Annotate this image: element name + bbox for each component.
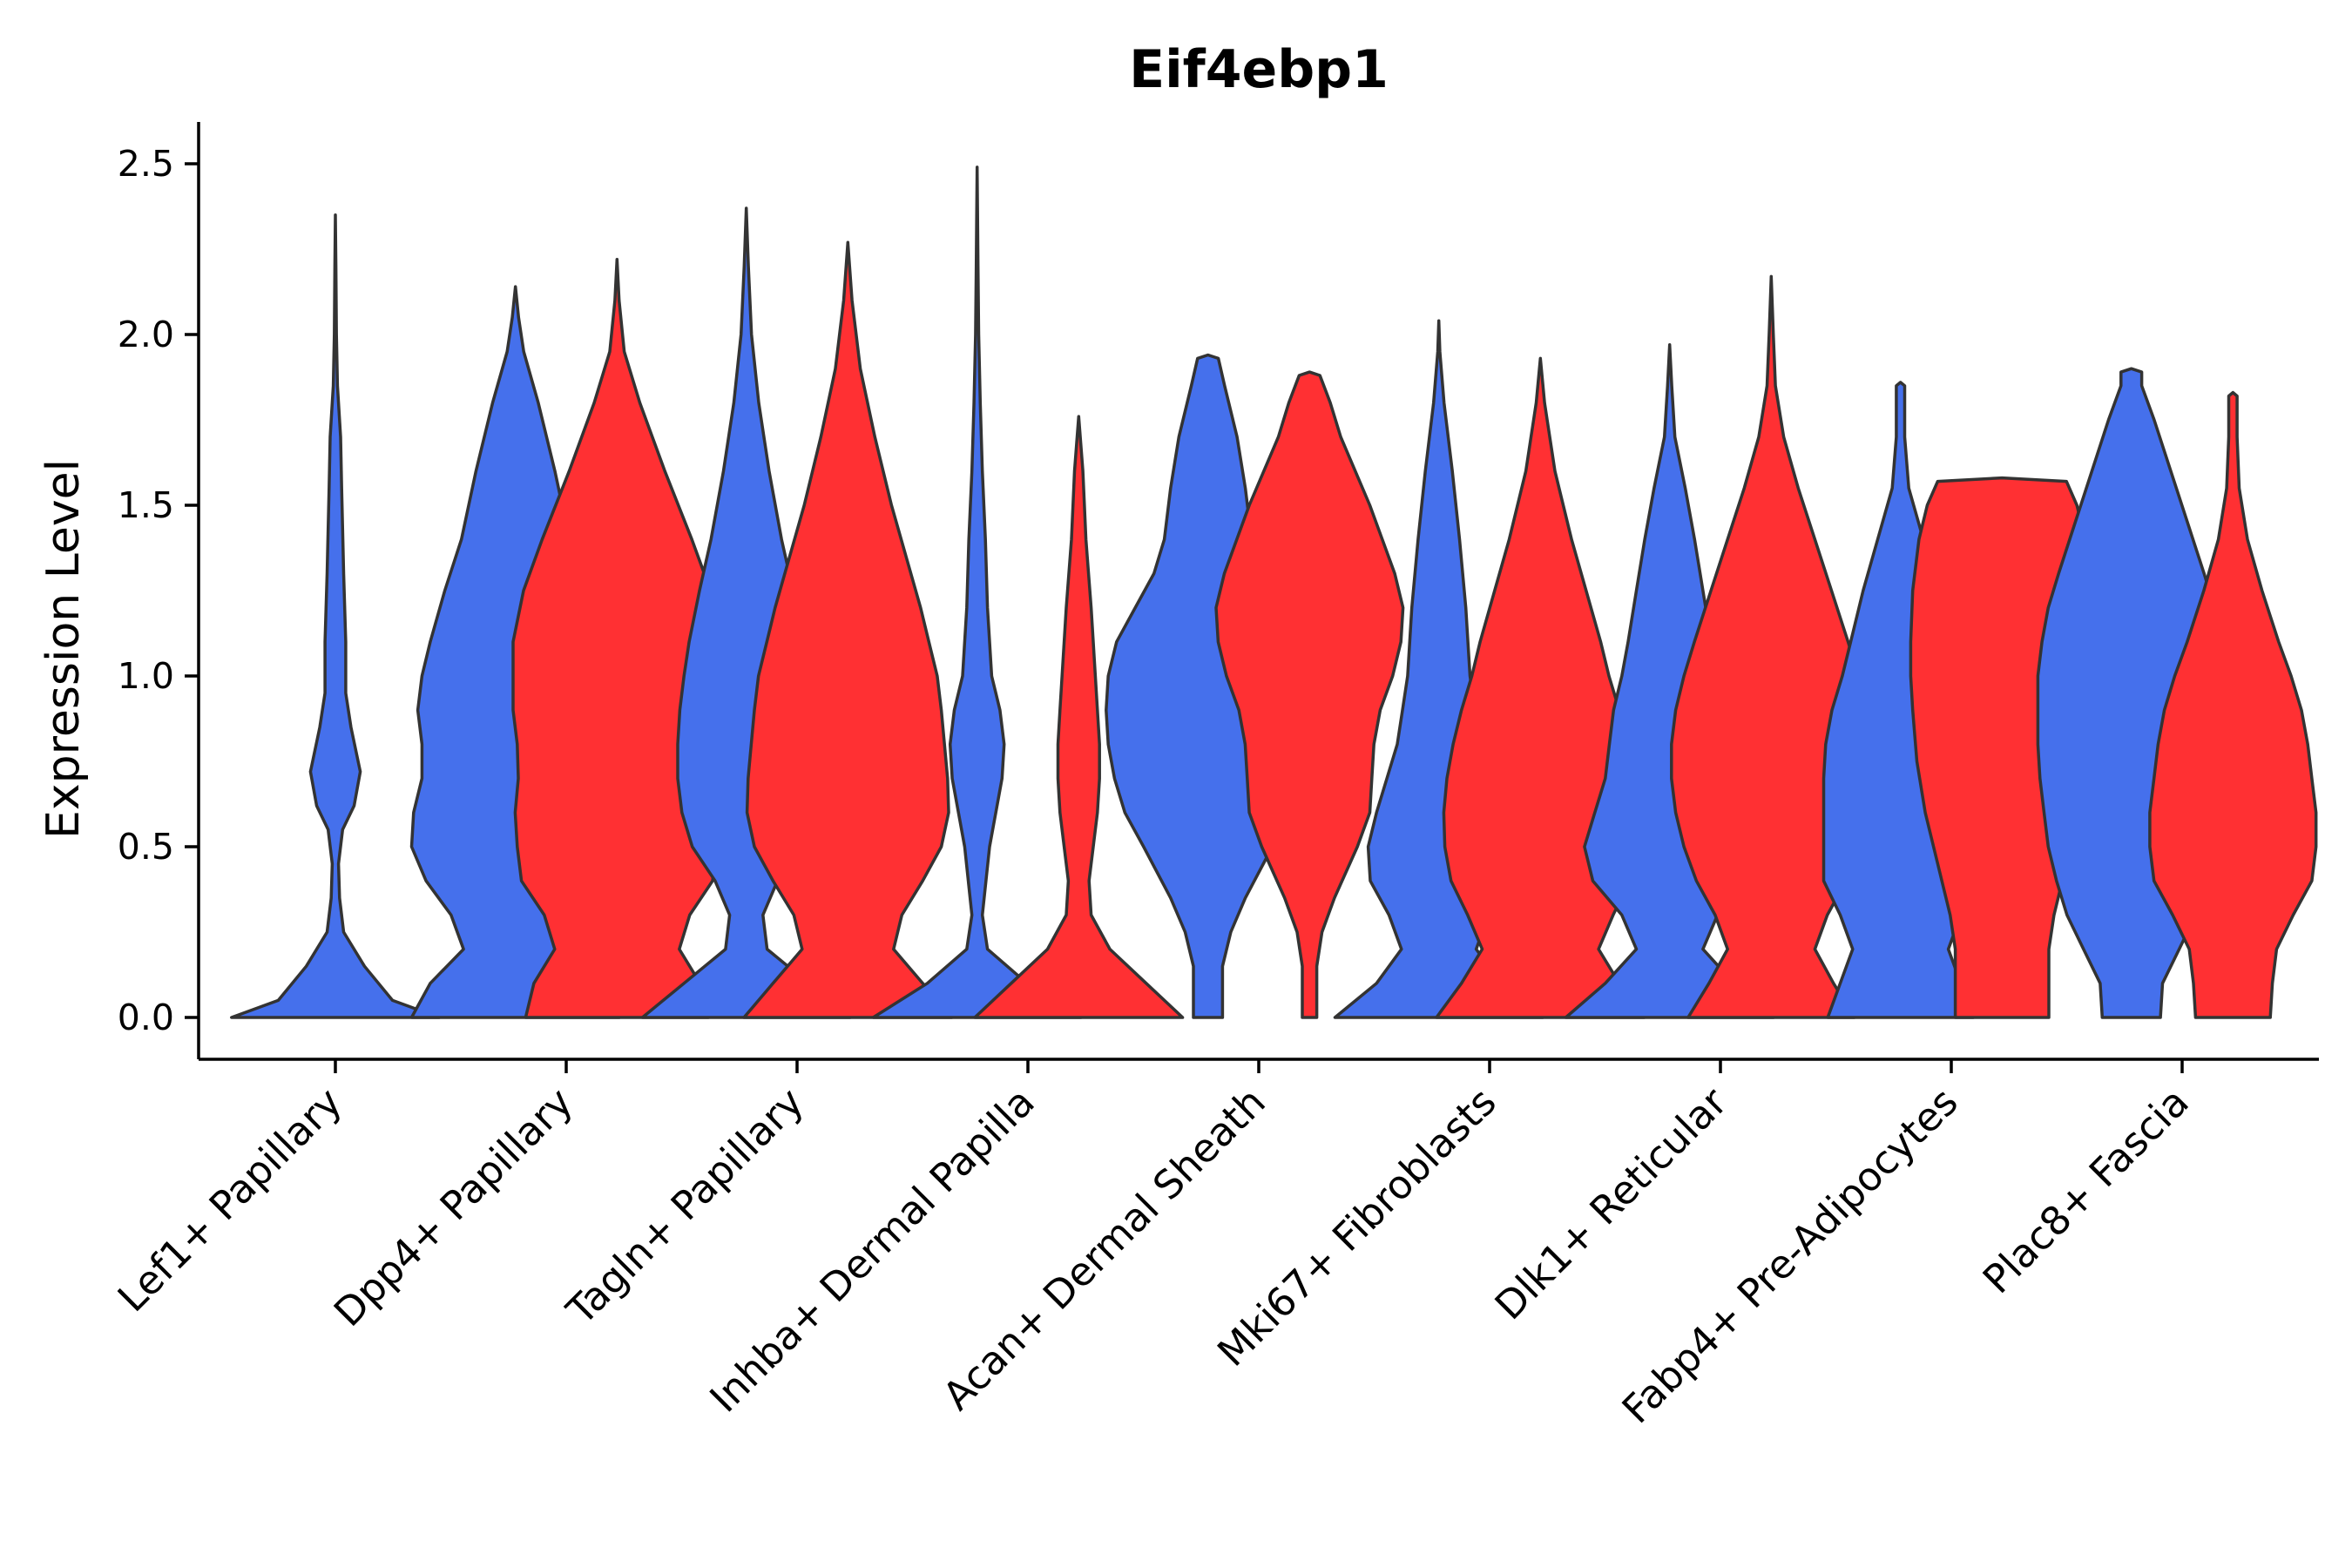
x-tick-label-dpp4-papillary: Dpp4+ Papillary <box>325 1078 582 1335</box>
y-tick-label: 1.0 <box>118 655 174 697</box>
violin-inhba-dermal-papilla-red <box>973 415 1185 1019</box>
y-tick-label: 2.5 <box>118 143 174 185</box>
violin-inhba-dermal-papilla-blue <box>871 166 1083 1019</box>
violin-acan-dermal-sheath-red <box>1214 370 1405 1019</box>
chart-title: Eif4ebp1 <box>1129 39 1389 100</box>
x-tick-label-tagln-papillary: Tagln+ Papillary <box>558 1078 813 1334</box>
violin-lef1-papillary-blue <box>230 213 442 1019</box>
x-tick-label-dlk1-reticular: Dlk1+ Reticular <box>1486 1078 1736 1328</box>
y-tick-label: 1.5 <box>118 484 174 526</box>
violin-plac8-fascia-red <box>2148 390 2318 1019</box>
x-tick-label-plac8-fascia: Plac8+ Fascia <box>1974 1078 2198 1302</box>
y-tick-label: 2.0 <box>118 314 174 355</box>
violin-tagln-papillary-red <box>742 240 954 1019</box>
violin-mki67-fibroblasts-red <box>1435 356 1646 1019</box>
violin-group <box>230 166 2318 1019</box>
y-axis-label: Expression Level <box>37 459 90 839</box>
y-tick-label: 0.5 <box>118 826 174 868</box>
x-tick-label-lef1-papillary: Lef1+ Papillary <box>109 1078 351 1321</box>
y-axis: 0.0 0.5 1.0 1.5 2.0 2.5 <box>118 122 200 1059</box>
y-tick-label: 0.0 <box>118 997 174 1038</box>
